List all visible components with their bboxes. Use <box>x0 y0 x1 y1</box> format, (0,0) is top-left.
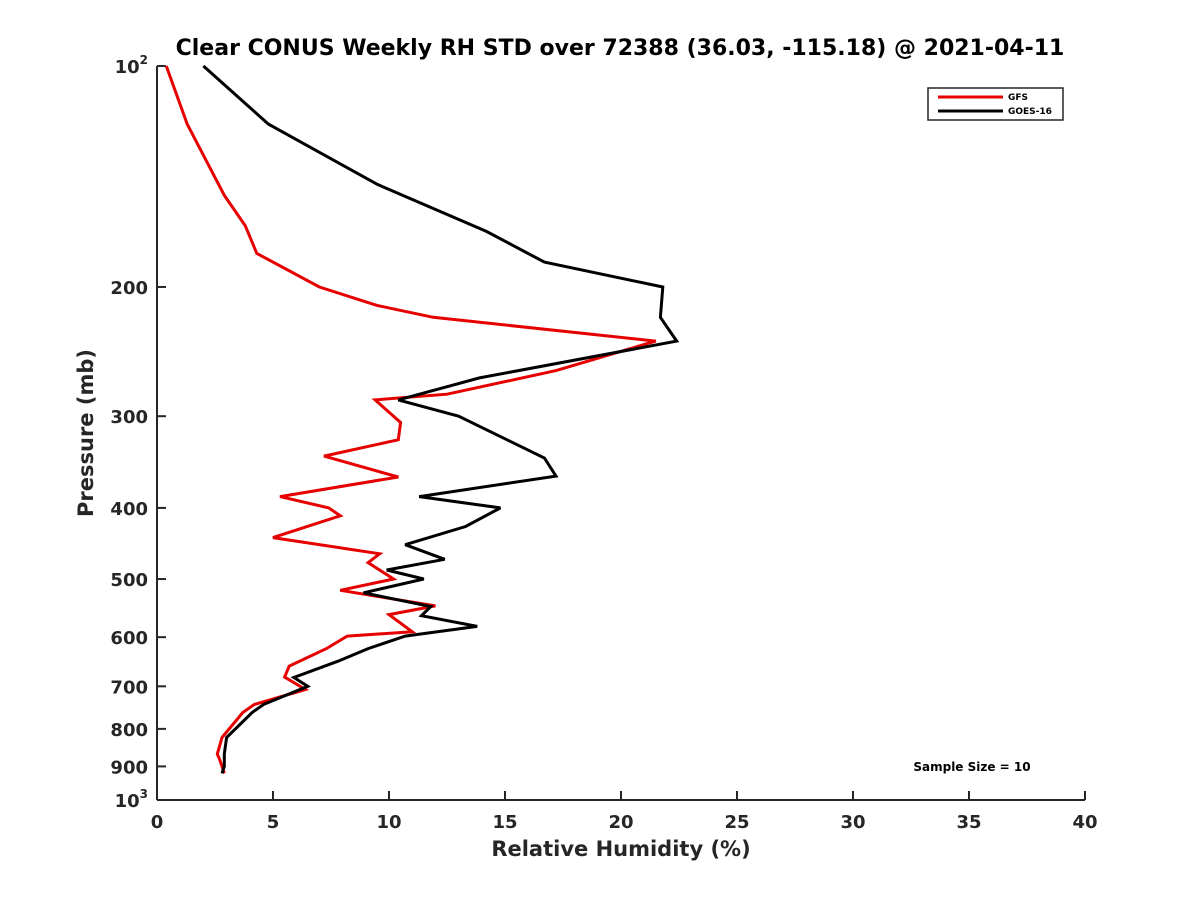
series-line-goes-16 <box>202 64 680 774</box>
x-tick-label: 30 <box>840 812 865 833</box>
y-tick-label: 900 <box>110 757 148 778</box>
y-tick-label: 103 <box>115 787 148 812</box>
y-tick-label: 600 <box>110 628 148 649</box>
y-tick-label: 700 <box>110 677 148 698</box>
legend-label-goes16: GOES-16 <box>1008 107 1052 117</box>
x-tick-label: 35 <box>956 812 981 833</box>
x-tick-label: 40 <box>1072 812 1097 833</box>
x-tick-label: 20 <box>608 812 633 833</box>
x-tick-label: 0 <box>151 812 164 833</box>
y-tick-label: 800 <box>110 720 148 741</box>
series-lines <box>164 64 680 774</box>
y-ticks: 102 200 300 400 500 600 700 800 900 103 <box>110 53 166 812</box>
x-tick-label: 10 <box>376 812 401 833</box>
y-tick-label: 300 <box>110 407 148 428</box>
legend: GFS GOES-16 <box>927 87 1064 121</box>
sample-size-annotation: Sample Size = 10 <box>913 760 1030 774</box>
x-ticks: 0 5 10 15 20 25 30 35 40 <box>151 791 1098 833</box>
legend-label-gfs: GFS <box>1008 93 1028 103</box>
y-tick-label: 500 <box>110 570 148 591</box>
series-line-gfs <box>164 65 657 774</box>
y-tick-label: 400 <box>110 499 148 520</box>
x-tick-label: 25 <box>724 812 749 833</box>
y-axis-label: Pressure (mb) <box>74 349 98 517</box>
legend-box <box>927 87 1064 121</box>
x-axis-label: Relative Humidity (%) <box>491 837 750 861</box>
x-tick-label: 15 <box>492 812 517 833</box>
x-tick-label: 5 <box>267 812 280 833</box>
y-tick-label: 200 <box>110 278 148 299</box>
chart-title: Clear CONUS Weekly RH STD over 72388 (36… <box>176 36 1065 61</box>
y-tick-label: 102 <box>115 53 148 78</box>
